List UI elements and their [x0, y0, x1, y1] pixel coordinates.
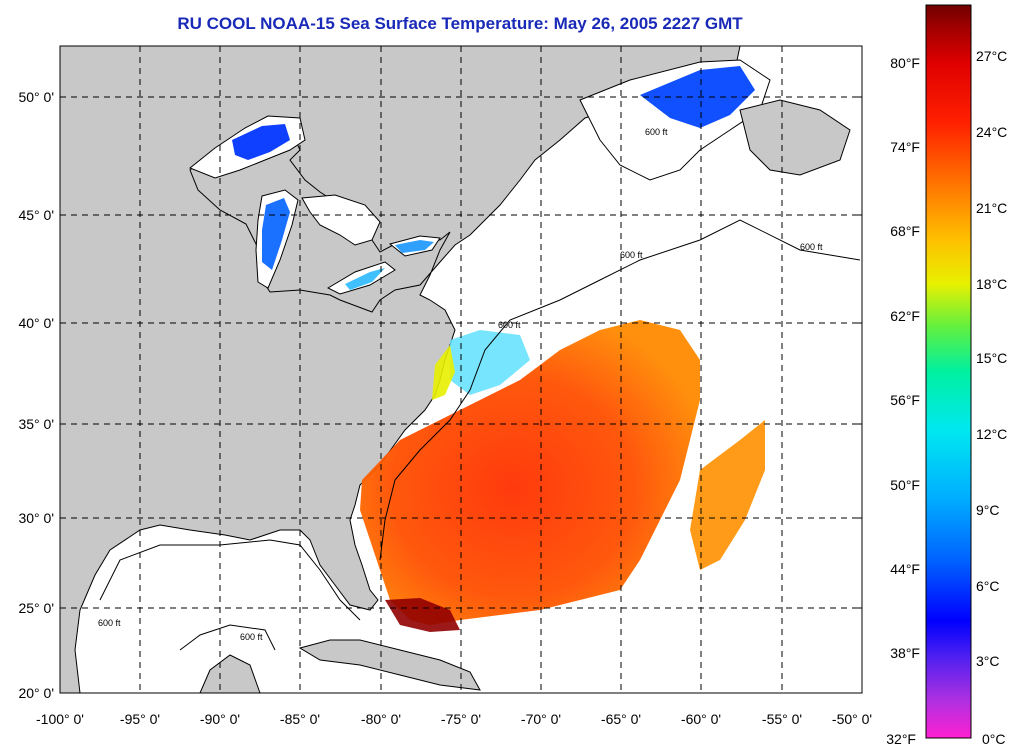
lat-label: 40° 0'	[18, 315, 54, 331]
graticule	[60, 46, 862, 693]
lon-label: -55° 0'	[762, 711, 802, 727]
colorbar	[925, 4, 972, 739]
colorbar-c-label: 27°C	[976, 48, 1007, 64]
lat-label: 20° 0'	[18, 685, 54, 701]
plot-frame	[59, 45, 863, 694]
colorbar-c-label: 18°C	[976, 276, 1007, 292]
gulf-of-mexico-deep	[179, 624, 276, 651]
lake-michigan-sst	[262, 198, 290, 270]
florida-straits-sst	[385, 598, 460, 632]
colorbar-f-label: 68°F	[890, 223, 920, 239]
northeast-sst	[600, 210, 700, 310]
colorbar-f-label: 50°F	[890, 477, 920, 493]
colorbar-c-label: 9°C	[976, 502, 1000, 518]
colorbar-f-label: 56°F	[890, 392, 920, 408]
gulf-st-lawrence-sst	[640, 66, 755, 128]
colorbar-f-label: 32°F	[886, 731, 916, 747]
colorbar-c-label: 21°C	[976, 200, 1007, 216]
lon-label: -60° 0'	[681, 711, 721, 727]
isobath-label: 600 ft	[240, 632, 263, 642]
colorbar-c-label: 6°C	[976, 578, 1000, 594]
lat-label: 30° 0'	[18, 510, 54, 526]
lon-label: -100° 0'	[36, 711, 84, 727]
isobath-label: 600 ft	[645, 127, 668, 137]
gulf-stream-sst	[360, 320, 700, 625]
lat-label: 45° 0'	[18, 207, 54, 223]
map-title: RU COOL NOAA-15 Sea Surface Temperature:…	[177, 14, 743, 33]
gulf-of-mexico-shelf	[99, 539, 361, 621]
lon-label: -70° 0'	[521, 711, 561, 727]
east-sst	[690, 420, 765, 570]
lat-label: 25° 0'	[18, 600, 54, 616]
slope-sst	[450, 330, 530, 395]
yucatan	[199, 654, 261, 693]
lat-label: 35° 0'	[18, 416, 54, 432]
colorbar-f-label: 74°F	[890, 139, 920, 155]
colorbar-c-label: 15°C	[976, 350, 1007, 366]
isobath-label: 600 ft	[800, 242, 823, 252]
colorbar-f-label: 62°F	[890, 308, 920, 324]
lake-huron	[301, 194, 381, 246]
colorbar-f-label: 44°F	[890, 561, 920, 577]
isobath-east-coast	[379, 219, 861, 561]
colorbar-c-label: 3°C	[976, 653, 1000, 669]
colorbar-c-label: 12°C	[976, 426, 1007, 442]
isobath-label: 600 ft	[498, 320, 521, 330]
lat-label: 50° 0'	[18, 89, 54, 105]
lon-label: -80° 0'	[361, 711, 401, 727]
colorbar-f-label: 80°F	[890, 55, 920, 71]
colorbar-f-label: 38°F	[890, 645, 920, 661]
lon-label: -85° 0'	[280, 711, 320, 727]
colorbar-c-label: 24°C	[976, 124, 1007, 140]
lon-label: -65° 0'	[601, 711, 641, 727]
isobath-label: 600 ft	[620, 250, 643, 260]
isobath-label: 600 ft	[98, 618, 121, 628]
cuba	[298, 639, 481, 691]
lake-ontario-sst	[395, 240, 434, 253]
colorbar-c-label: 0°C	[982, 731, 1006, 747]
tick-marks	[60, 96, 862, 609]
newfoundland	[739, 99, 851, 176]
lon-label: -90° 0'	[200, 711, 240, 727]
lake-erie-sst	[345, 268, 385, 290]
shelf-sst	[432, 345, 455, 400]
lon-label: -50° 0'	[832, 711, 872, 727]
lon-label: -95° 0'	[120, 711, 160, 727]
lon-label: -75° 0'	[441, 711, 481, 727]
lake-superior-sst	[232, 124, 290, 160]
